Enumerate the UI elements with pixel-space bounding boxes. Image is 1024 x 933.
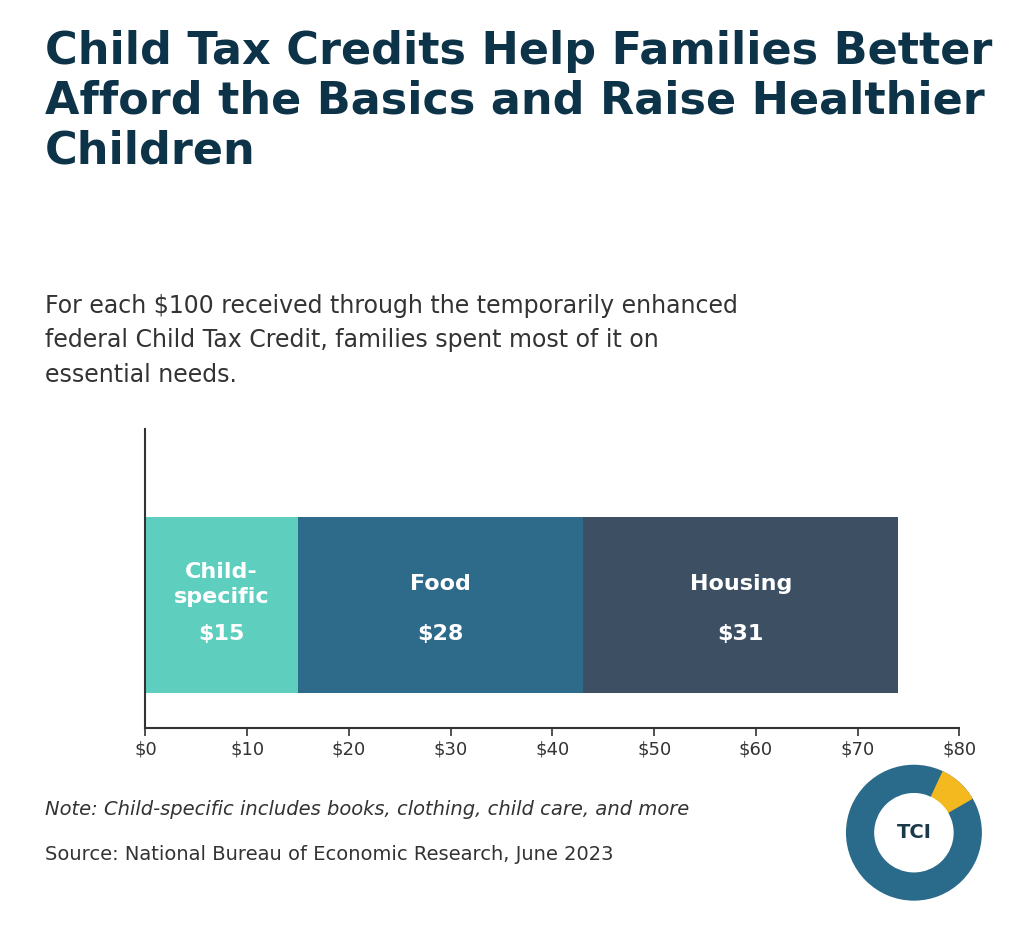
Text: Food: Food (410, 575, 471, 594)
Text: Source: National Bureau of Economic Research, June 2023: Source: National Bureau of Economic Rese… (45, 845, 613, 864)
Text: $15: $15 (199, 624, 245, 644)
Text: Child Tax Credits Help Families Better
Afford the Basics and Raise Healthier
Chi: Child Tax Credits Help Families Better A… (45, 30, 992, 173)
Text: $31: $31 (718, 624, 764, 644)
Text: Note: Child-specific includes books, clothing, child care, and more: Note: Child-specific includes books, clo… (45, 800, 689, 818)
Bar (298, 517, 583, 692)
Bar (145, 517, 298, 692)
Text: TCI: TCI (896, 823, 932, 842)
Text: Housing: Housing (689, 575, 792, 594)
Wedge shape (913, 771, 973, 833)
Text: Child-
specific: Child- specific (174, 562, 269, 606)
Circle shape (874, 794, 953, 871)
Wedge shape (846, 765, 982, 900)
Text: For each $100 received through the temporarily enhanced
federal Child Tax Credit: For each $100 received through the tempo… (45, 294, 738, 387)
Bar (583, 517, 898, 692)
Text: $28: $28 (418, 624, 464, 644)
